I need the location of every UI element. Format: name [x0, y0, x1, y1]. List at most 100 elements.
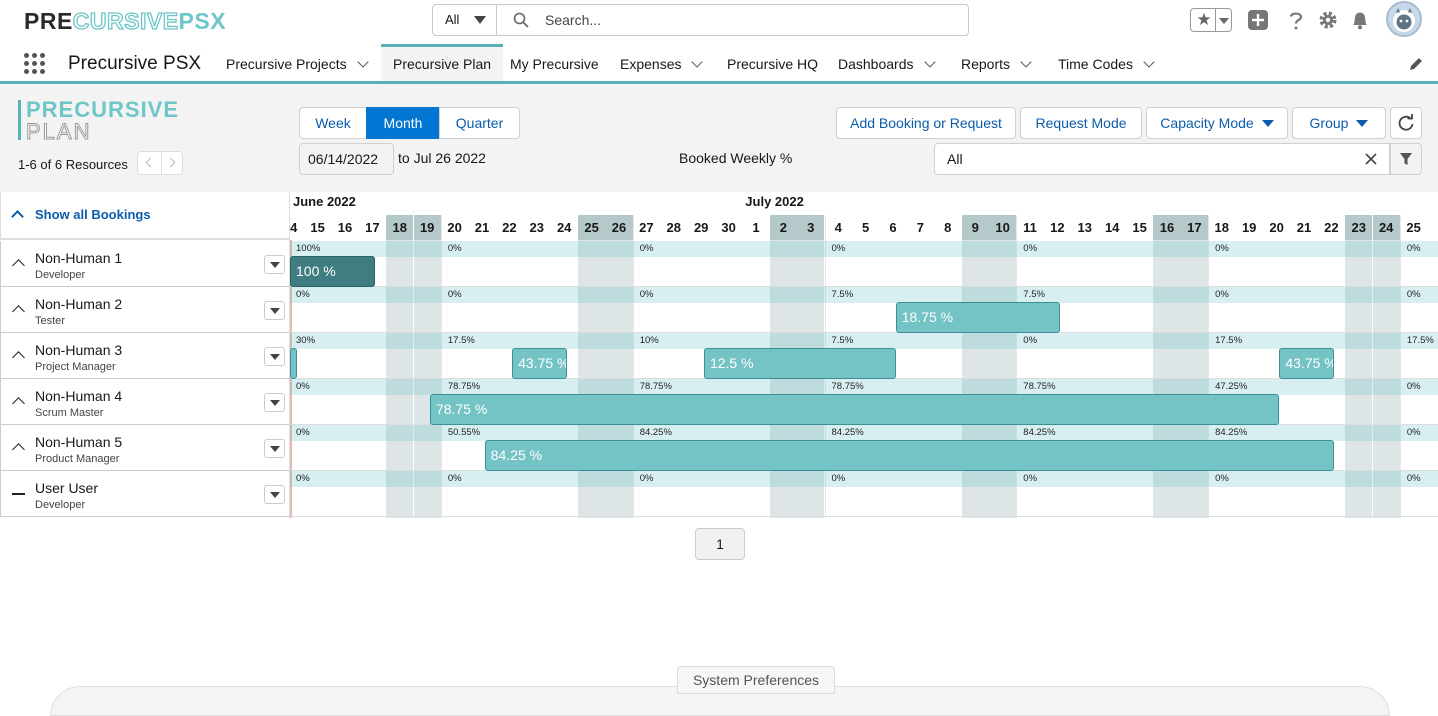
request-mode-button[interactable]: Request Mode	[1020, 107, 1142, 139]
resource-name[interactable]: Non-Human 1	[35, 250, 123, 266]
day-number: 25	[1406, 220, 1421, 235]
view-quarter-button[interactable]: Quarter	[439, 107, 520, 139]
chevron-down-icon[interactable]	[691, 56, 704, 68]
pencil-edit-icon[interactable]	[1408, 56, 1424, 72]
gear-icon[interactable]	[1317, 9, 1339, 31]
day-number: 14	[290, 220, 298, 235]
chevron-up-icon[interactable]	[12, 443, 25, 456]
previous-page-button[interactable]	[138, 152, 161, 174]
view-month-button[interactable]: Month	[366, 107, 440, 139]
view-week-button[interactable]: Week	[299, 107, 367, 139]
search-input[interactable]	[545, 5, 945, 35]
weekly-percentage: 84.25%	[831, 427, 864, 438]
weekly-percentage: 0%	[831, 243, 846, 254]
weekly-percentage: 78.75%	[639, 381, 672, 392]
chevron-right-icon	[165, 157, 176, 168]
day-number: 19	[1241, 220, 1257, 235]
nav-tab-precursive-projects[interactable]: Precursive Projects	[226, 44, 369, 81]
notifications-bell-icon[interactable]	[1349, 9, 1371, 31]
resource-name[interactable]: User User	[35, 480, 99, 496]
resource-menu-button[interactable]	[264, 439, 285, 458]
nav-tab-my-precursive[interactable]: My Precursive	[510, 56, 599, 72]
caret-down-icon	[270, 446, 280, 452]
resource-menu-button[interactable]	[264, 485, 285, 504]
resource-role: Developer	[35, 499, 86, 511]
global-actions-icon[interactable]	[1247, 9, 1269, 31]
day-number: 8	[944, 220, 952, 235]
nav-tab-precursive-hq[interactable]: Precursive HQ	[727, 56, 819, 72]
day-number: 11	[1023, 220, 1037, 235]
search-scope-dropdown[interactable]: All	[433, 5, 497, 35]
capacity-mode-dropdown[interactable]: Capacity Mode	[1146, 107, 1288, 139]
weekend-header	[988, 215, 1017, 240]
weekly-utilization-band	[290, 379, 1438, 395]
resource-name[interactable]: Non-Human 4	[35, 388, 123, 404]
chevron-down-icon[interactable]	[1143, 56, 1155, 68]
chevron-up-icon[interactable]	[12, 351, 25, 364]
chevron-up-icon[interactable]	[12, 397, 25, 410]
group-dropdown[interactable]: Group	[1292, 107, 1386, 139]
resource-role: Developer	[35, 269, 86, 281]
booking-bar[interactable]: 43.75 %	[1279, 348, 1335, 379]
help-icon[interactable]	[1285, 9, 1307, 31]
filter-input[interactable]: All	[934, 143, 1390, 175]
page-number-button[interactable]: 1	[695, 528, 745, 560]
resource-name[interactable]: Non-Human 5	[35, 434, 123, 450]
booking-bar[interactable]: 78.75 %	[429, 394, 1280, 425]
day-number: 25	[584, 220, 599, 235]
weekend-header	[577, 215, 606, 240]
refresh-button[interactable]	[1390, 107, 1422, 139]
resource-name[interactable]: Non-Human 2	[35, 296, 123, 312]
system-preferences-tab[interactable]: System Preferences	[677, 666, 835, 694]
company-logo[interactable]: PRECURSIVEPSX	[24, 7, 227, 34]
nav-tab-expenses[interactable]: Expenses	[620, 44, 704, 81]
weekly-percentage: 0%	[1215, 243, 1229, 254]
next-page-button[interactable]	[161, 152, 184, 174]
weekend-header	[797, 215, 825, 240]
chevron-down-icon[interactable]	[1020, 56, 1032, 68]
booking-bar[interactable]: 84.25 %	[484, 440, 1335, 471]
resource-row: Non-Human 3 Project Manager	[0, 333, 290, 379]
resource-name[interactable]: Non-Human 3	[35, 342, 123, 358]
resource-menu-button[interactable]	[264, 301, 285, 320]
resource-menu-button[interactable]	[264, 393, 285, 412]
booking-bar[interactable]: 43.75 %	[512, 348, 567, 379]
resource-row: Non-Human 5 Product Manager	[0, 425, 290, 471]
caret-down-icon	[1356, 120, 1369, 127]
booking-bar[interactable]: 100 %	[290, 256, 376, 287]
week-separator	[1208, 215, 1210, 518]
weekly-percentage: 10%	[639, 335, 659, 346]
nav-tab-reports[interactable]: Reports	[961, 44, 1032, 81]
booking-bar[interactable]: 18.75 %	[895, 302, 1061, 333]
add-booking-button[interactable]: Add Booking or Request	[836, 107, 1016, 139]
nav-tab-precursive-plan[interactable]: Precursive Plan	[381, 44, 504, 81]
nav-tab-time-codes[interactable]: Time Codes	[1058, 44, 1155, 81]
chevron-down-icon[interactable]	[356, 56, 369, 68]
collapse-dash-icon[interactable]	[12, 493, 25, 495]
clear-icon[interactable]	[1365, 153, 1377, 165]
refresh-icon	[1398, 114, 1414, 131]
month-label: July 2022	[745, 194, 804, 209]
chevron-up-icon[interactable]	[12, 259, 25, 272]
user-avatar[interactable]	[1386, 1, 1422, 37]
app-launcher-icon[interactable]	[24, 53, 46, 75]
booking-bar[interactable]: 12.5 %	[703, 348, 896, 379]
weekly-percentage: 78.75%	[447, 381, 481, 392]
nav-tab-dashboards[interactable]: Dashboards	[838, 44, 936, 81]
chevron-up-icon[interactable]	[12, 305, 25, 318]
weekly-percentage: 78.75%	[831, 381, 864, 392]
chevron-down-icon[interactable]	[923, 56, 936, 68]
show-all-bookings-toggle[interactable]: Show all Bookings	[0, 192, 290, 240]
end-date-text: to Jul 26 2022	[398, 150, 486, 166]
booking-bar[interactable]: 75	[290, 348, 297, 379]
day-number: 27	[639, 220, 654, 235]
resource-row: Non-Human 4 Scrum Master	[0, 379, 290, 425]
resource-menu-button[interactable]	[264, 347, 285, 366]
day-number: 4	[834, 220, 842, 235]
start-date-input[interactable]: 06/14/2022	[299, 143, 394, 175]
day-number: 17	[1187, 220, 1202, 235]
filter-button[interactable]	[1390, 143, 1422, 175]
favorites-button[interactable]: ★	[1190, 8, 1232, 32]
resource-menu-button[interactable]	[264, 255, 285, 274]
weekly-percentage: 7.5%	[831, 289, 854, 300]
